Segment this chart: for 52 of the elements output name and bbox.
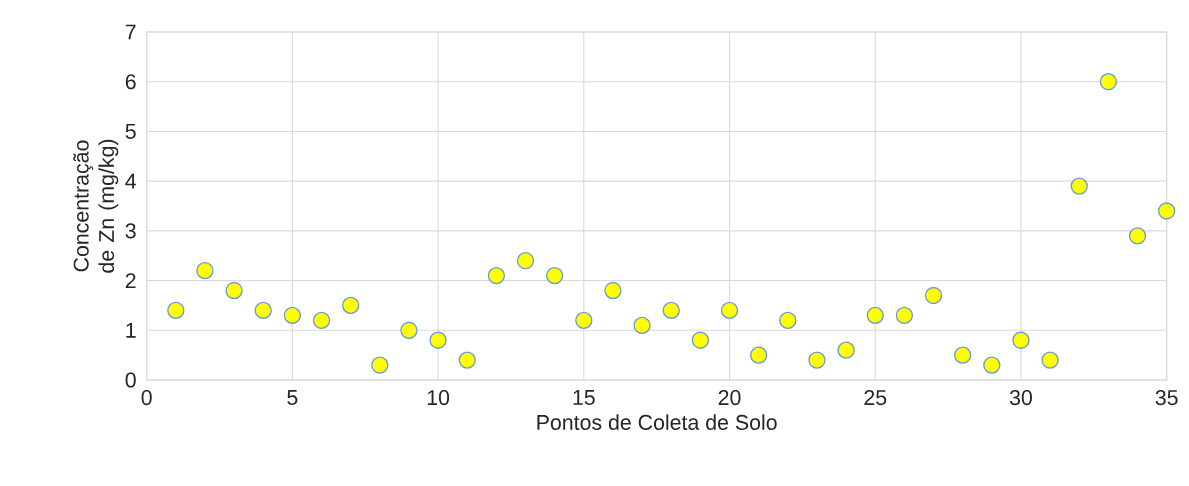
x-tick-label: 5 bbox=[287, 390, 298, 405]
point bbox=[342, 296, 360, 315]
point bbox=[283, 306, 302, 325]
point bbox=[604, 281, 622, 300]
point bbox=[400, 321, 418, 339]
y-axis-title: Concentração de Zn (mg/kg) bbox=[73, 139, 119, 273]
x-axis-title: Pontos de Coleta de Solo bbox=[537, 414, 777, 430]
y-tick-label: 6 bbox=[125, 74, 136, 90]
x-tick-label: 0 bbox=[141, 390, 152, 406]
x-tick-label: 25 bbox=[864, 390, 887, 406]
point bbox=[225, 281, 243, 300]
y-tick-label: 2 bbox=[125, 273, 136, 289]
point bbox=[487, 266, 506, 285]
point bbox=[866, 306, 884, 325]
point bbox=[808, 351, 826, 369]
point bbox=[837, 341, 855, 359]
point bbox=[720, 301, 739, 320]
x-tick-label: 30 bbox=[1009, 390, 1032, 406]
point bbox=[1070, 177, 1088, 195]
y-tick-label: 7 bbox=[125, 24, 136, 40]
point bbox=[895, 306, 914, 325]
y-tick-label: 4 bbox=[125, 173, 136, 189]
point bbox=[429, 331, 447, 349]
x-tick-label: 20 bbox=[718, 390, 741, 406]
point bbox=[954, 346, 972, 364]
point bbox=[371, 356, 389, 374]
y-tick-label: 0 bbox=[125, 372, 136, 388]
point bbox=[575, 311, 593, 330]
point bbox=[1128, 227, 1147, 245]
point bbox=[750, 346, 768, 364]
point bbox=[254, 301, 272, 320]
point bbox=[983, 356, 1001, 374]
y-tick-label: 3 bbox=[125, 223, 136, 239]
x-tick-label: 15 bbox=[573, 390, 595, 405]
point bbox=[1012, 331, 1030, 349]
point bbox=[167, 301, 185, 320]
point bbox=[1099, 73, 1118, 91]
point bbox=[196, 261, 214, 280]
point bbox=[691, 331, 710, 349]
point bbox=[546, 266, 564, 285]
point bbox=[458, 351, 476, 369]
point bbox=[633, 316, 651, 334]
point bbox=[779, 311, 797, 330]
point bbox=[516, 252, 535, 270]
point bbox=[662, 301, 680, 320]
point bbox=[312, 311, 331, 330]
x-tick-label: 10 bbox=[427, 390, 450, 406]
point bbox=[1041, 351, 1059, 369]
y-tick-label: 1 bbox=[126, 322, 136, 338]
x-tick-label: 35 bbox=[1155, 390, 1178, 406]
y-tick-label: 5 bbox=[125, 123, 136, 139]
point bbox=[924, 286, 943, 305]
